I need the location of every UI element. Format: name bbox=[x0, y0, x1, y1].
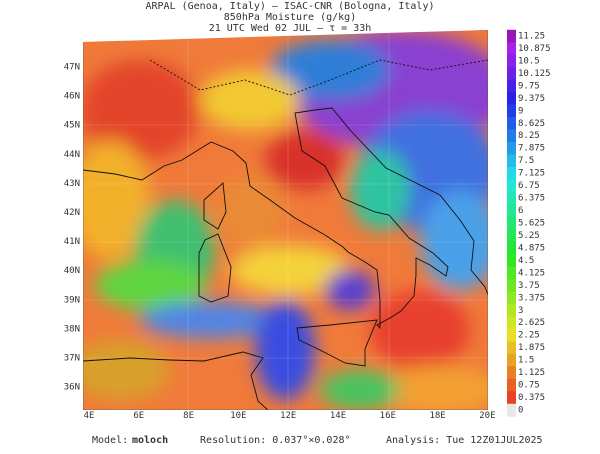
lat-label: 43N bbox=[64, 179, 80, 189]
colorbar-label: 0.375 bbox=[518, 393, 545, 403]
colorbar-swatch bbox=[507, 304, 516, 317]
colorbar-label: 5.25 bbox=[518, 231, 540, 241]
colorbar-label: 4.5 bbox=[518, 256, 534, 266]
colorbar-swatch bbox=[507, 179, 516, 193]
colorbar-label: 9.375 bbox=[518, 94, 545, 104]
colorbar-label: 5.625 bbox=[518, 219, 545, 229]
colorbar-label: 9 bbox=[518, 106, 523, 116]
footer-analysis: Analysis: Tue 12Z01JUL2025 bbox=[386, 435, 543, 446]
colorbar-label: 0 bbox=[518, 406, 523, 416]
colorbar-label: 1.125 bbox=[518, 368, 545, 378]
colorbar-swatch bbox=[507, 353, 516, 367]
colorbar-swatch bbox=[507, 403, 516, 417]
lat-label: 44N bbox=[64, 150, 80, 160]
lat-label: 45N bbox=[64, 121, 80, 131]
colorbar-label: 7.875 bbox=[518, 144, 545, 154]
colorbar-swatch bbox=[507, 341, 516, 355]
colorbar-label: 3 bbox=[518, 306, 523, 316]
colorbar-label: 6 bbox=[518, 206, 523, 216]
colorbar-label: 0.75 bbox=[518, 381, 540, 391]
lat-label: 41N bbox=[64, 237, 80, 247]
colorbar-swatch bbox=[507, 67, 516, 81]
colorbar-swatch bbox=[507, 79, 516, 93]
colorbar-label: 10.875 bbox=[518, 44, 551, 54]
colorbar-label: 10.5 bbox=[518, 56, 540, 66]
colorbar-swatch bbox=[507, 266, 516, 280]
colorbar-label: 1.5 bbox=[518, 356, 534, 366]
lat-label: 46N bbox=[64, 92, 80, 102]
lat-label: 42N bbox=[64, 208, 80, 218]
lon-label: 20E bbox=[479, 411, 495, 421]
colorbar-swatch bbox=[507, 92, 516, 106]
colorbar-label: 7.125 bbox=[518, 169, 545, 179]
lat-label: 39N bbox=[64, 295, 80, 305]
colorbar-swatch bbox=[507, 166, 516, 180]
colorbar-swatch bbox=[507, 254, 516, 268]
lon-label: 14E bbox=[330, 411, 346, 421]
lat-label: 37N bbox=[64, 354, 80, 364]
colorbar-label: 6.75 bbox=[518, 181, 540, 191]
coastlines bbox=[83, 59, 488, 410]
graticule bbox=[83, 30, 488, 410]
colorbar-label: 3.75 bbox=[518, 281, 540, 291]
colorbar-label: 1.875 bbox=[518, 343, 545, 353]
colorbar-label: 6.375 bbox=[518, 194, 545, 204]
colorbar-swatch bbox=[507, 117, 516, 130]
colorbar-swatch bbox=[507, 204, 516, 218]
colorbar-swatch bbox=[507, 316, 516, 330]
longitude-labels: 4E 6E 8E 10E 12E 14E 16E 18E 20E bbox=[84, 411, 496, 421]
colorbar-swatch bbox=[507, 191, 516, 205]
footer-resolution: Resolution: 0.037°×0.028° bbox=[200, 435, 351, 446]
colorbar-label: 11.25 bbox=[518, 32, 545, 42]
lon-label: 10E bbox=[230, 411, 246, 421]
colorbar-label: 2.625 bbox=[518, 318, 545, 328]
header-line: 850hPa Moisture (g/kg) bbox=[224, 12, 356, 23]
colorbar-swatch bbox=[507, 366, 516, 380]
colorbar-label: 8.625 bbox=[518, 119, 545, 129]
colorbar-swatch bbox=[507, 29, 516, 43]
lon-label: 4E bbox=[84, 411, 95, 421]
lat-label: 38N bbox=[64, 324, 80, 334]
header-line: 21 UTC Wed 02 JUL – τ = 33h bbox=[209, 23, 372, 34]
colorbar-swatch bbox=[507, 141, 516, 155]
colorbar-swatch bbox=[507, 391, 516, 405]
latitude-labels: 47N 46N 45N 44N 43N 42N 41N 40N 39N 38N 37N 36N bbox=[64, 63, 80, 393]
lat-label: 47N bbox=[64, 63, 80, 73]
colorbar-swatch bbox=[507, 42, 516, 56]
colorbar-label: 4.875 bbox=[518, 243, 545, 253]
colorbar-swatch bbox=[507, 129, 516, 143]
colorbar-label: 4.125 bbox=[518, 268, 545, 278]
lon-label: 6E bbox=[133, 411, 144, 421]
moisture-field bbox=[83, 30, 488, 410]
footer-model-label: Model: bbox=[92, 435, 128, 446]
colorbar-label: 10.125 bbox=[518, 69, 551, 79]
colorbar-label: 8.25 bbox=[518, 131, 540, 141]
colorbar-swatch bbox=[507, 229, 516, 243]
colorbar-swatch bbox=[507, 104, 516, 118]
colorbar-label: 3.375 bbox=[518, 293, 545, 303]
lon-label: 12E bbox=[280, 411, 296, 421]
footer-model: moloch bbox=[132, 435, 168, 446]
colorbar-swatch bbox=[507, 378, 516, 392]
colorbar-swatch bbox=[507, 291, 516, 305]
lon-label: 16E bbox=[380, 411, 396, 421]
colorbar-swatch bbox=[507, 216, 516, 230]
colorbar-swatch bbox=[507, 54, 516, 68]
lon-label: 18E bbox=[429, 411, 445, 421]
header-line: ARPAL (Genoa, Italy) — ISAC-CNR (Bologna… bbox=[146, 1, 435, 12]
colorbar-swatch bbox=[507, 241, 516, 255]
colorbar-label: 9.75 bbox=[518, 81, 540, 91]
lat-label: 40N bbox=[64, 266, 80, 276]
colorbar-swatch bbox=[507, 328, 516, 342]
colorbar-swatch bbox=[507, 279, 516, 293]
colorbar: 11.25 10.875 10.5 10.125 9.75 9.375 9 8.625 8.25… bbox=[507, 29, 551, 417]
lon-label: 8E bbox=[183, 411, 194, 421]
colorbar-label: 7.5 bbox=[518, 156, 534, 166]
lat-label: 36N bbox=[64, 383, 80, 393]
colorbar-label: 2.25 bbox=[518, 331, 540, 341]
colorbar-swatch bbox=[507, 154, 516, 168]
